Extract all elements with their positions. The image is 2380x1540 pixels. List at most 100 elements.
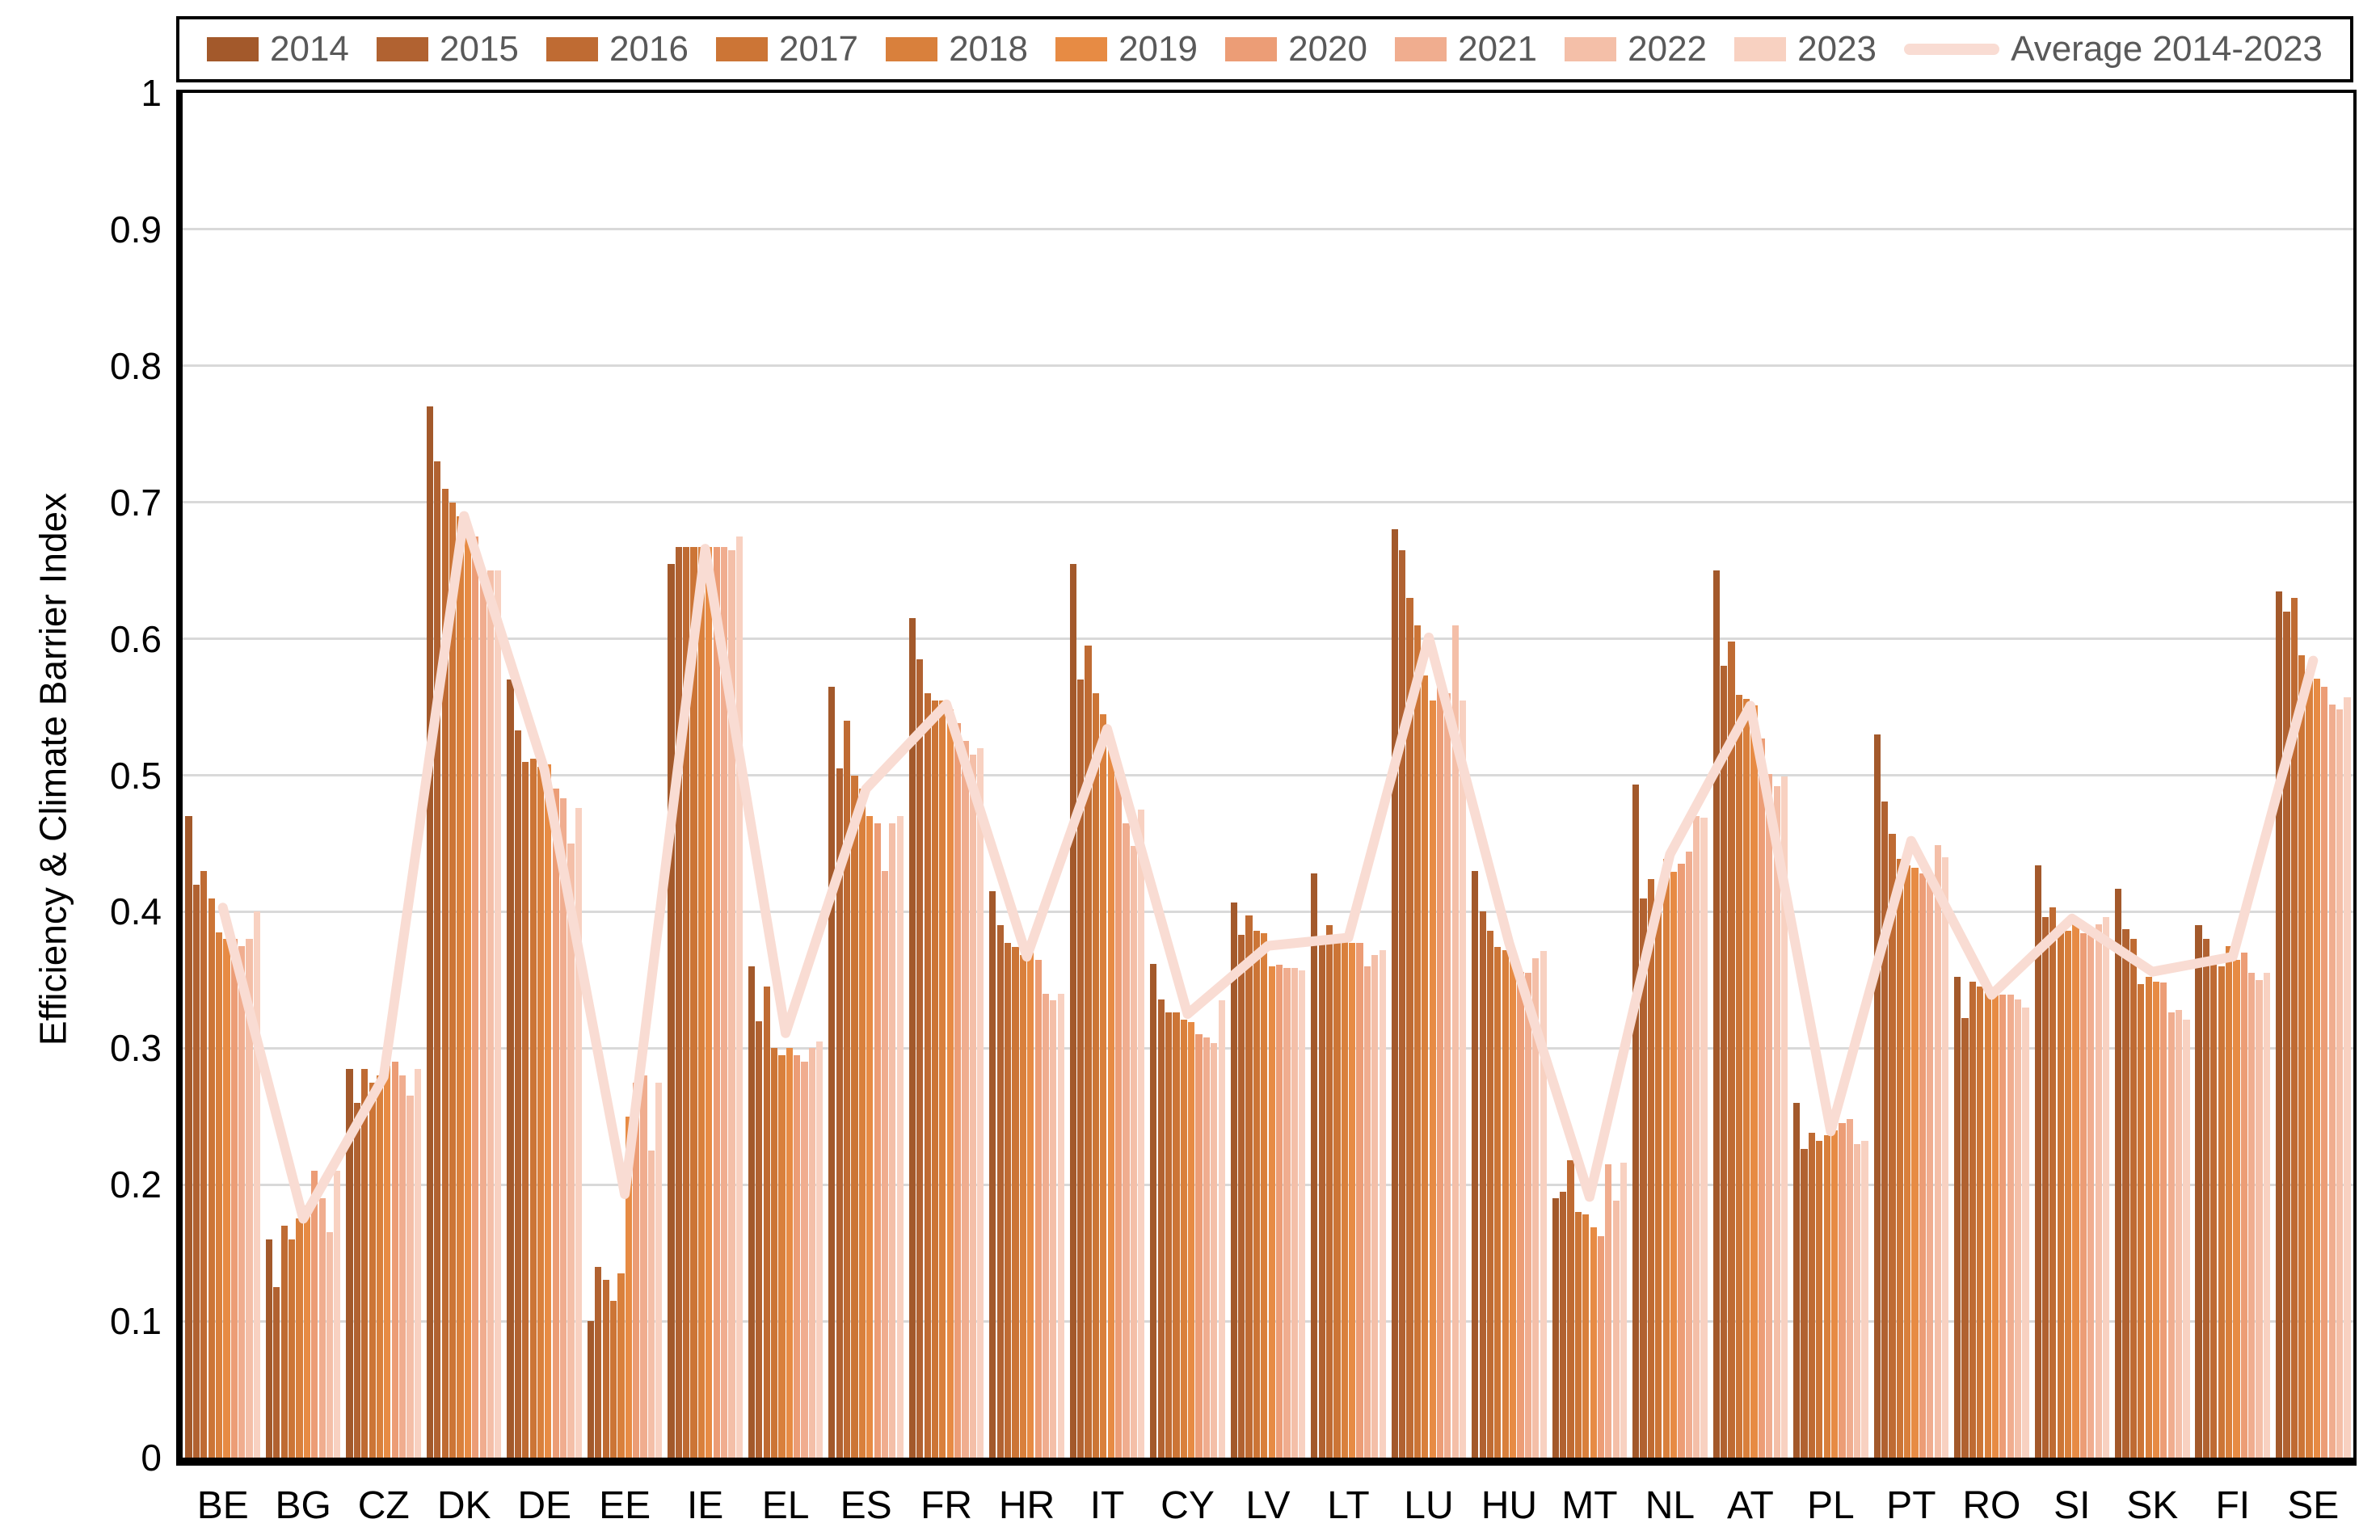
bar-LV-2021 bbox=[1283, 967, 1291, 1458]
bar-SK-2019 bbox=[2152, 981, 2160, 1458]
bar-LV-2014 bbox=[1230, 902, 1237, 1458]
x-tick-label-MT: MT bbox=[1561, 1484, 1618, 1527]
bar-AT-2016 bbox=[1728, 641, 1735, 1458]
bar-NL-2019 bbox=[1670, 872, 1678, 1458]
bar-MT-2015 bbox=[1560, 1191, 1567, 1458]
legend-swatch-icon bbox=[546, 37, 599, 61]
bar-FI-2023 bbox=[2263, 973, 2271, 1458]
bar-ES-2017 bbox=[851, 775, 858, 1458]
legend-swatch-icon bbox=[716, 37, 769, 61]
bar-NL-2023 bbox=[1700, 817, 1708, 1458]
legend-label: 2017 bbox=[779, 29, 858, 69]
bar-AT-2023 bbox=[1780, 776, 1788, 1458]
x-tick-label-IT: IT bbox=[1089, 1484, 1125, 1527]
bar-EE-2019 bbox=[625, 1116, 632, 1458]
bar-HU-2023 bbox=[1540, 951, 1547, 1458]
bar-EE-2020 bbox=[633, 1082, 640, 1458]
bar-CY-2015 bbox=[1157, 999, 1165, 1458]
bar-DK-2022 bbox=[487, 570, 495, 1458]
bar-CY-2021 bbox=[1203, 1037, 1211, 1458]
bar-SE-2018 bbox=[2306, 668, 2313, 1458]
bar-LT-2023 bbox=[1379, 949, 1386, 1458]
bar-ES-2023 bbox=[896, 816, 904, 1458]
gridline bbox=[183, 1319, 2353, 1323]
bar-MT-2023 bbox=[1620, 1163, 1628, 1458]
bar-LV-2015 bbox=[1238, 935, 1245, 1458]
bar-SI-2023 bbox=[2102, 917, 2110, 1458]
x-tick-label-SI: SI bbox=[2054, 1484, 2091, 1527]
bar-PT-2015 bbox=[1881, 801, 1889, 1458]
bar-group-NL bbox=[1630, 93, 1710, 1458]
bar-LT-2022 bbox=[1371, 955, 1379, 1458]
bar-HU-2022 bbox=[1532, 957, 1540, 1458]
bar-SK-2023 bbox=[2183, 1019, 2190, 1458]
bar-group-BG bbox=[263, 93, 343, 1458]
plot-border bbox=[176, 90, 2357, 1466]
bar-LV-2016 bbox=[1245, 915, 1253, 1458]
bar-FR-2014 bbox=[908, 618, 916, 1458]
bar-HU-2021 bbox=[1524, 973, 1531, 1458]
legend-item-average: Average 2014-2023 bbox=[1904, 29, 2323, 69]
bar-LV-2020 bbox=[1275, 965, 1283, 1458]
bar-PL-2015 bbox=[1801, 1149, 1808, 1458]
bar-NL-2021 bbox=[1685, 852, 1692, 1458]
bar-PT-2019 bbox=[1911, 868, 1919, 1458]
bar-EL-2017 bbox=[770, 1048, 778, 1458]
bar-AT-2018 bbox=[1743, 698, 1750, 1458]
bar-ES-2014 bbox=[828, 686, 836, 1458]
bar-AT-2014 bbox=[1712, 570, 1720, 1458]
bar-group-IE bbox=[665, 93, 745, 1458]
x-tick-label-FR: FR bbox=[920, 1484, 973, 1527]
bar-MT-2019 bbox=[1590, 1227, 1597, 1458]
bar-CY-2017 bbox=[1173, 1012, 1180, 1458]
bar-group-MT bbox=[1549, 93, 1629, 1458]
bar-ES-2021 bbox=[881, 870, 889, 1458]
bar-CY-2014 bbox=[1150, 963, 1157, 1458]
bar-EL-2020 bbox=[794, 1054, 801, 1458]
bar-EE-2015 bbox=[595, 1266, 602, 1458]
bar-PT-2017 bbox=[1896, 858, 1903, 1458]
bar-SI-2020 bbox=[2079, 933, 2087, 1458]
bar-LU-2019 bbox=[1429, 700, 1436, 1458]
bar-BE-2015 bbox=[192, 884, 200, 1458]
bar-AT-2020 bbox=[1758, 738, 1766, 1458]
bar-FR-2020 bbox=[954, 723, 962, 1458]
bar-SE-2017 bbox=[2298, 654, 2306, 1458]
bar-RO-2015 bbox=[1961, 1018, 1969, 1458]
y-tick-label: 1 bbox=[141, 72, 162, 114]
gridline bbox=[183, 364, 2353, 368]
bar-FI-2017 bbox=[2218, 966, 2225, 1458]
bar-FR-2018 bbox=[939, 700, 946, 1458]
legend-label: 2021 bbox=[1458, 29, 1537, 69]
x-tick-label-FI: FI bbox=[2215, 1484, 2251, 1527]
bar-FR-2019 bbox=[946, 709, 954, 1458]
x-tick-label-EE: EE bbox=[599, 1484, 651, 1527]
bar-IT-2022 bbox=[1130, 846, 1137, 1458]
bar-DE-2023 bbox=[575, 808, 582, 1458]
bar-HR-2018 bbox=[1019, 955, 1026, 1458]
bar-NL-2015 bbox=[1640, 898, 1647, 1458]
bar-SI-2017 bbox=[2057, 931, 2064, 1458]
legend-swatch-icon bbox=[207, 37, 259, 61]
bar-LT-2019 bbox=[1349, 943, 1356, 1458]
bar-LU-2021 bbox=[1444, 693, 1451, 1458]
bar-HU-2017 bbox=[1494, 947, 1502, 1458]
bar-SE-2020 bbox=[2321, 686, 2328, 1458]
bar-group-EL bbox=[745, 93, 825, 1458]
bar-group-CZ bbox=[343, 93, 423, 1458]
bar-BG-2023 bbox=[334, 1171, 341, 1458]
legend-label: Average 2014-2023 bbox=[2011, 29, 2323, 69]
legend-label: 2014 bbox=[270, 29, 349, 69]
bar-group-PL bbox=[1791, 93, 1871, 1458]
bar-HR-2023 bbox=[1057, 993, 1064, 1458]
bar-CZ-2022 bbox=[406, 1096, 414, 1458]
legend-line-icon bbox=[1904, 44, 2000, 55]
bar-FI-2021 bbox=[2248, 973, 2256, 1458]
bar-DE-2022 bbox=[567, 843, 575, 1458]
legend-item-2017: 2017 bbox=[716, 29, 858, 69]
bar-IE-2018 bbox=[697, 547, 706, 1458]
bar-HR-2020 bbox=[1034, 959, 1042, 1458]
bar-CZ-2014 bbox=[346, 1068, 353, 1458]
y-tick-label: 0.8 bbox=[110, 344, 162, 387]
x-tick-label-NL: NL bbox=[1645, 1484, 1695, 1527]
